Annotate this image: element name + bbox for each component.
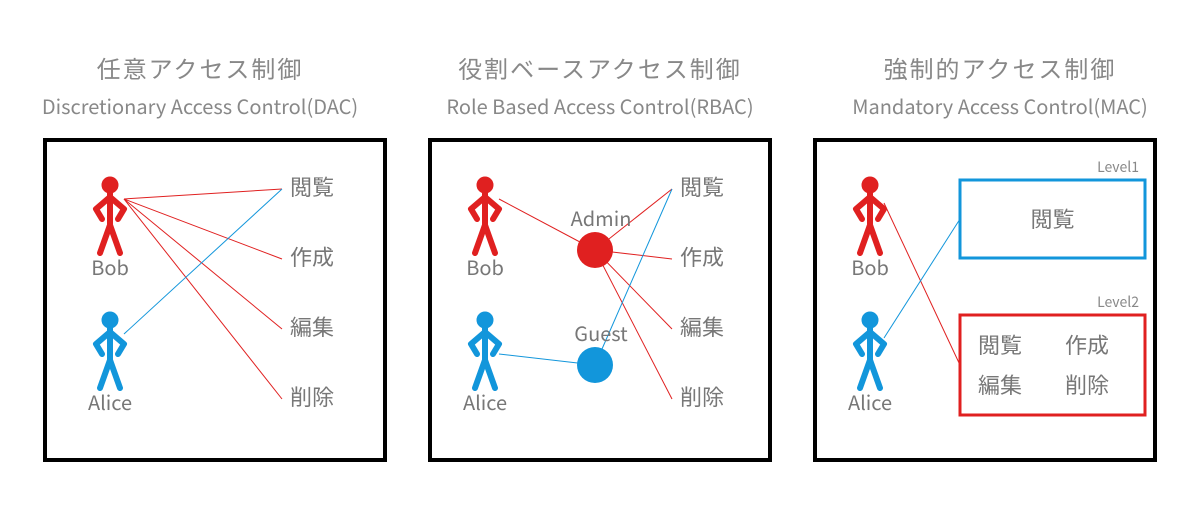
diagram-root: 任意アクセス制御 Discretionary Access Control(DA… [0, 0, 1200, 522]
dac-edge-bob-2 [124, 199, 282, 329]
mac-bob-icon [856, 177, 884, 253]
rbac-role-admin-label: Admin [571, 203, 632, 232]
rbac-perm-2: 編集 [680, 310, 724, 342]
mac-level2-perm-1: 作成 [1065, 328, 1109, 360]
dac-perm-1: 作成 [290, 240, 334, 272]
rbac-perm-3: 削除 [680, 380, 724, 412]
rbac-role-admin-node [577, 232, 613, 268]
dac-bob-icon [96, 177, 124, 253]
rbac-perm-1: 作成 [680, 240, 724, 272]
dac-perm-0: 閲覧 [290, 170, 334, 202]
diagram-svg: 閲覧作成編集削除BobAlice閲覧作成編集削除AdminGuestBobAli… [0, 0, 1200, 522]
dac-perm-2: 編集 [290, 310, 334, 342]
dac-bob-label: Bob [91, 252, 129, 281]
dac-edge-alice-0 [124, 189, 282, 334]
mac-bob-label: Bob [851, 252, 889, 281]
rbac-role-guest-node [577, 347, 613, 383]
mac-bob-level2 [884, 203, 960, 365]
rbac-alice-label: Alice [463, 387, 507, 416]
mac-alice-label: Alice [848, 387, 892, 416]
dac-alice-label: Alice [88, 387, 132, 416]
mac-level1-label: Level1 [1097, 157, 1139, 177]
mac-level2-perm-3: 削除 [1065, 368, 1109, 400]
mac-level2-perm-0: 閲覧 [978, 328, 1022, 360]
mac-alice-level1 [884, 219, 960, 338]
dac-edge-bob-0 [124, 189, 282, 199]
rbac-role-guest-label: Guest [574, 318, 628, 347]
dac-alice-icon [96, 312, 124, 388]
rbac-alice-icon [471, 312, 499, 388]
rbac-bob-icon [471, 177, 499, 253]
rbac-perm-0: 閲覧 [680, 170, 724, 202]
rbac-bob-label: Bob [466, 252, 504, 281]
dac-perm-3: 削除 [290, 380, 334, 412]
mac-level2-label: Level2 [1097, 292, 1139, 312]
mac-level2-perm-2: 編集 [978, 368, 1022, 400]
mac-level1-perm-0: 閲覧 [1030, 202, 1074, 234]
mac-alice-icon [856, 312, 884, 388]
